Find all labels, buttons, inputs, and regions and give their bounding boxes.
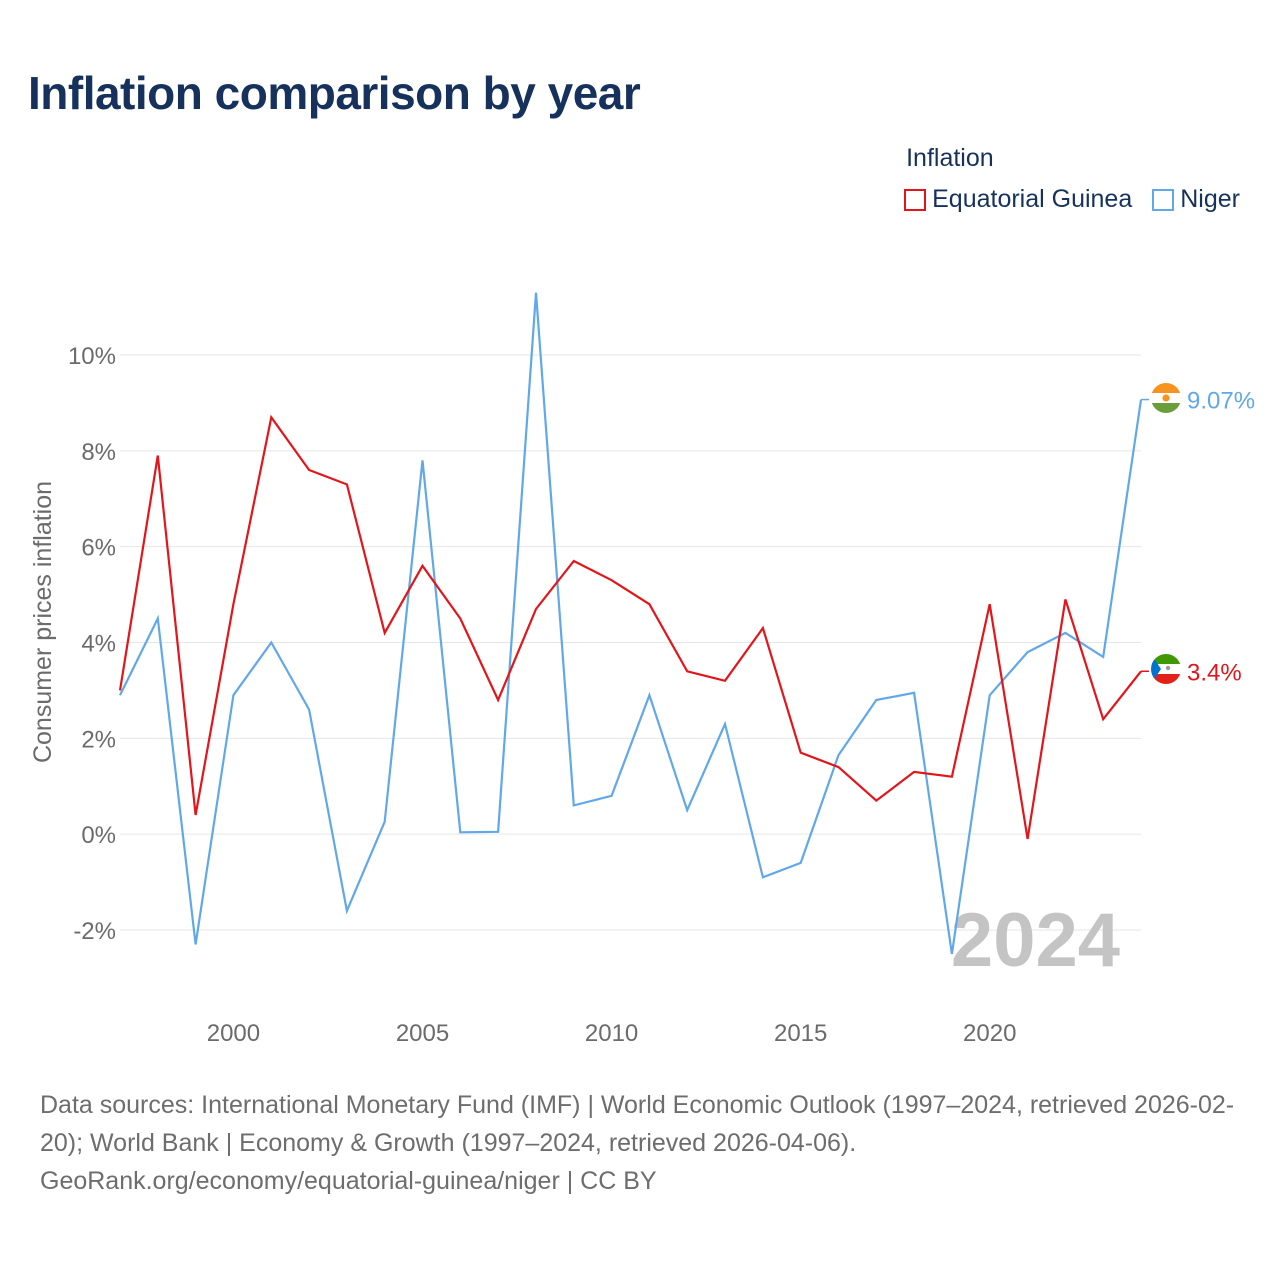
y-tick-label: 4%: [81, 631, 116, 658]
series-line-equatorial-guinea: [118, 414, 1142, 840]
y-tick-label: 10%: [68, 343, 116, 370]
x-tick-label: 2015: [774, 1020, 827, 1047]
legend-label-niger: Niger: [1180, 185, 1240, 213]
legend-label-equatorial-guinea: Equatorial Guinea: [932, 185, 1133, 213]
x-tick-label: 2000: [207, 1020, 260, 1047]
year-watermark: 2024: [951, 898, 1120, 983]
line-chart: -2% 0% 2% 4% 6% 8% 10% Consumer prices inflatio…: [29, 292, 1255, 1047]
series-line-niger: [119, 292, 1143, 955]
y-tick-label: -2%: [73, 918, 116, 945]
y-tick-label: 6%: [81, 535, 116, 562]
y-axis-title: Consumer prices inflation: [29, 481, 57, 763]
y-tick-label: 0%: [81, 822, 116, 849]
legend-item-equatorial-guinea[interactable]: Equatorial Guinea: [904, 185, 1132, 214]
end-value-label-equatorial-guinea: 3.4%: [1187, 659, 1242, 686]
legend-title: Inflation: [906, 144, 994, 172]
equatorial-guinea-flag-icon: [1151, 654, 1181, 684]
legend-item-niger[interactable]: Niger: [1152, 185, 1240, 214]
legend-swatch-niger: [1152, 188, 1175, 211]
data-sources: Data sources: International Monetary Fun…: [40, 1091, 1235, 1157]
legend-swatch-equatorial-guinea: [904, 188, 927, 211]
x-tick-label: 2005: [396, 1020, 449, 1047]
y-tick-label: 8%: [81, 439, 116, 466]
x-tick-label: 2010: [585, 1020, 638, 1047]
x-tick-label: 2020: [963, 1020, 1016, 1047]
footer: Data sources: International Monetary Fun…: [40, 1086, 1250, 1200]
attribution: GeoRank.org/economy/equatorial-guinea/ni…: [40, 1167, 657, 1195]
niger-flag-icon: [1151, 383, 1181, 413]
legend: Inflation Equatorial Guinea Niger: [904, 144, 1240, 214]
chart-title: Inflation comparison by year: [28, 67, 641, 119]
y-tick-label: 2%: [81, 726, 116, 753]
end-value-label-niger: 9.07%: [1187, 388, 1255, 415]
